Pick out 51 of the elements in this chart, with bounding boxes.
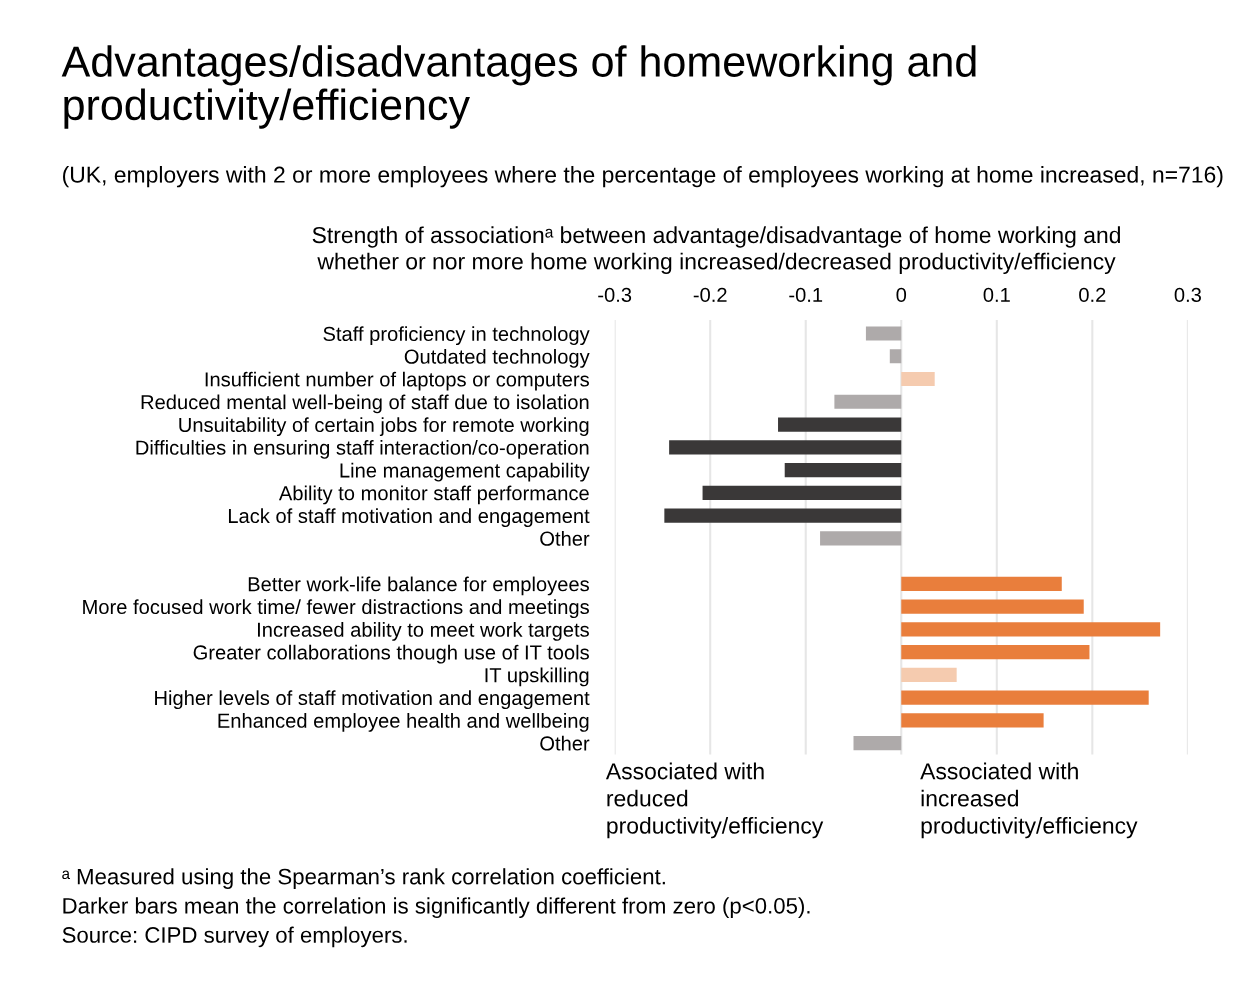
x-tick-label: 0.1 [983, 287, 1010, 303]
bar [901, 645, 1090, 660]
bar [901, 372, 935, 387]
y-tick-label: Outdated technology [404, 349, 590, 368]
y-tick-label: More focused work time/ fewer distractions and meetings [83, 599, 589, 619]
text: ᵃ Measured using the Spearman’s rank correlation coefficient. [62, 868, 665, 889]
bar [901, 713, 1044, 728]
y-tick-label: Other [540, 735, 590, 751]
bar [901, 622, 1161, 637]
text: Associated with reduced productivity/efficiency [605, 762, 824, 839]
y-tick-label: Unsuitability of certain jobs for remote working [179, 417, 589, 437]
y-tick-label: Higher levels of staff motivation and engagement [155, 690, 590, 710]
bar [820, 531, 902, 546]
x-tick-label: 0.3 [1174, 287, 1201, 303]
x-tick-label: -0.3 [598, 287, 632, 303]
y-tick-label: Staff proficiency in technology [323, 326, 590, 346]
y-tick-label: Better work-life balance for employees [248, 576, 589, 596]
y-tick-label: IT upskilling [485, 667, 589, 687]
x-tick-label: -0.1 [789, 287, 823, 303]
bar [664, 508, 902, 523]
source-note: Source: CIPD survey of employers. [62, 926, 407, 948]
y-tick-label: Other [540, 531, 590, 546]
bar [889, 349, 902, 364]
bar [901, 690, 1149, 705]
bar [834, 394, 902, 409]
y-tick-label: Line management capability [340, 462, 590, 482]
y-tick-label: Difficulties in ensuring staff interaction/co-operation [136, 440, 589, 459]
x-tick-label: -0.2 [693, 287, 727, 303]
y-tick-label: Greater collaborations though use of IT tools [193, 644, 589, 664]
bar [669, 440, 902, 455]
y-tick-label: Lack of staff motivation and engagement [228, 508, 590, 528]
bar [778, 417, 902, 432]
bar [901, 599, 1084, 614]
bar [901, 576, 1062, 591]
bar [901, 667, 957, 682]
bar [853, 736, 902, 751]
chart-subtitle: (UK, employers with 2 or more employees where the percentage of employees working at home increased, n=716) [63, 165, 1223, 188]
text: Associated with increased productivity/efficiency [920, 762, 1138, 839]
bar [784, 463, 902, 478]
bar [865, 326, 902, 341]
y-tick-label: Increased ability to meet work targets [257, 622, 589, 641]
bar [702, 485, 902, 500]
y-tick-label: Ability to monitor staff performance [278, 485, 589, 505]
chart-title: Advantages/disadvantages of homeworking and productivity/efficiency [61, 45, 976, 129]
x-axis-title: Strength of associationᵃ between advantage/disadvantage of home working and whether or nor more home working increased/decreased productivity/efficiency [312, 226, 1120, 275]
y-tick-label: Insufficient number of laptops or computers [205, 371, 589, 391]
x-tick-label: 0 [896, 287, 907, 303]
x-tick-label: 0.2 [1079, 287, 1106, 303]
y-tick-label: Reduced mental well-being of staff due to isolation [141, 394, 589, 414]
text: Darker bars mean the correlation is significantly different from zero (p<0.05). [63, 897, 810, 919]
y-tick-label: Enhanced employee health and wellbeing [218, 713, 589, 732]
